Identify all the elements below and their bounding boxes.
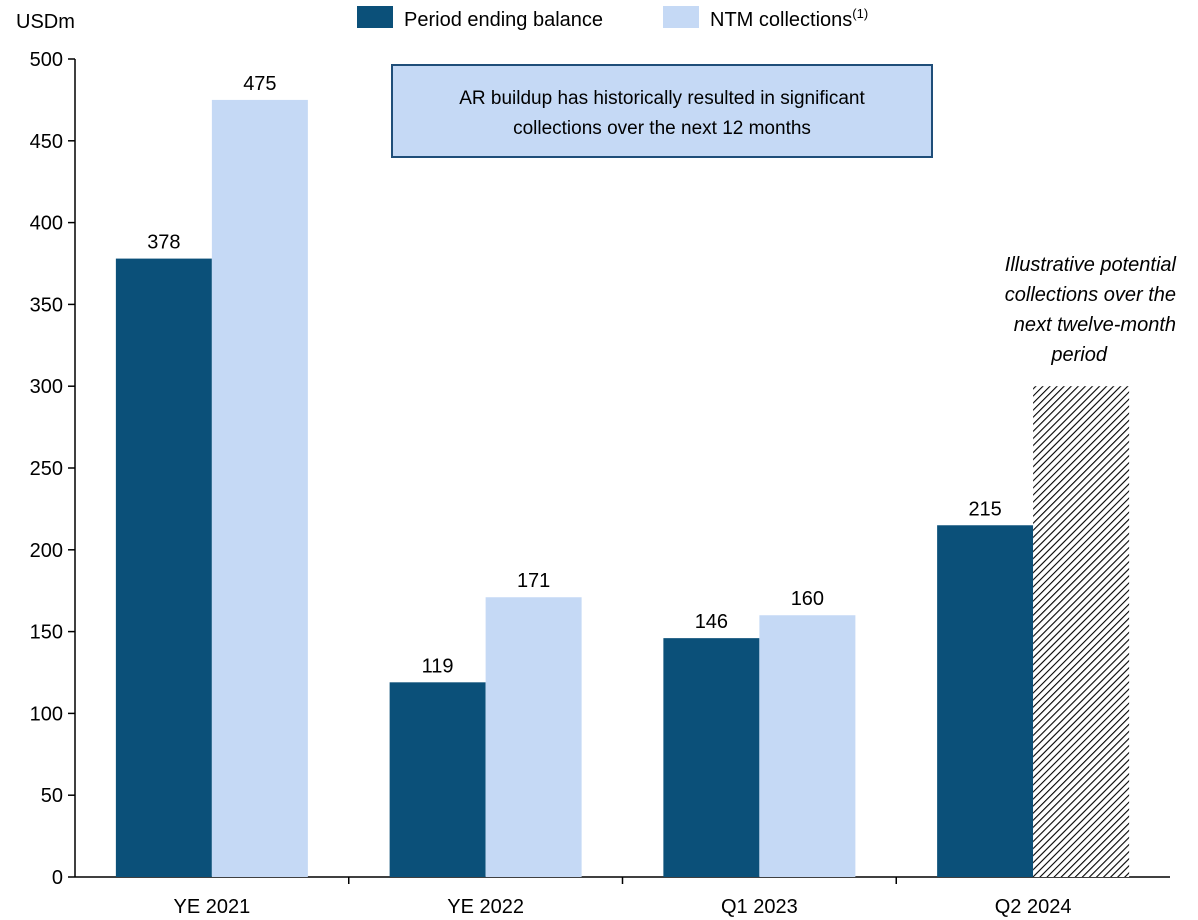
annotation-line-1: Illustrative potential: [1005, 254, 1177, 276]
bar-balance: [937, 525, 1034, 877]
legend: Period ending balance NTM collections(1): [357, 6, 868, 31]
legend-label-collections: NTM collections(1): [710, 6, 868, 31]
annotation-line-4: period: [1050, 344, 1107, 366]
y-tick-label: 250: [30, 458, 63, 480]
x-tick-label: YE 2021: [174, 896, 251, 918]
annotation-line-3: next twelve-month: [1014, 314, 1176, 336]
callout-line-2: collections over the next 12 months: [513, 118, 811, 139]
data-label: 475: [243, 73, 276, 95]
data-label: 119: [422, 655, 454, 677]
callout-line-1: AR buildup has historically resulted in …: [459, 88, 865, 109]
bar-collections: [485, 597, 582, 877]
y-tick-label: 0: [52, 867, 63, 889]
x-axis: YE 2021 YE 2022 Q1 2023 Q2 2024: [75, 876, 1170, 918]
bars: 378 475 119 171 146 160 215: [115, 73, 1130, 877]
illustrative-annotation: Illustrative potential collections over …: [1005, 254, 1177, 366]
y-tick-label: 50: [41, 785, 63, 807]
annotation-line-2: collections over the: [1005, 284, 1176, 306]
legend-swatch-collections: [663, 6, 699, 28]
y-tick-label: 200: [30, 540, 63, 562]
y-unit-label: USDm: [16, 11, 75, 33]
x-tick-label: YE 2022: [447, 896, 524, 918]
bar-balance: [389, 682, 486, 877]
bar-balance: [663, 638, 760, 877]
bar-collections: [759, 615, 856, 877]
data-label: 378: [147, 232, 180, 254]
bar-illustrative-collections: [1033, 386, 1130, 877]
y-tick-label: 450: [30, 131, 63, 153]
data-label: 160: [791, 588, 824, 610]
y-tick-label: 400: [30, 213, 63, 235]
x-tick-label: Q1 2023: [721, 896, 798, 918]
y-tick-label: 300: [30, 376, 63, 398]
y-tick-label: 500: [30, 49, 63, 71]
y-tick-label: 100: [30, 703, 63, 725]
legend-swatch-balance: [357, 6, 393, 28]
x-tick-label: Q2 2024: [995, 896, 1072, 918]
bar-collections: [211, 99, 308, 877]
y-axis: 0 50 100 150 200 250 300 350 400 450 500: [30, 49, 76, 889]
data-label: 146: [695, 611, 728, 633]
y-tick-label: 150: [30, 622, 63, 644]
data-label: 171: [517, 570, 550, 592]
data-label: 215: [968, 498, 1001, 520]
callout-box: AR buildup has historically resulted in …: [391, 64, 933, 158]
bar-balance: [115, 258, 212, 877]
legend-label-balance: Period ending balance: [404, 9, 603, 31]
y-tick-label: 350: [30, 294, 63, 316]
